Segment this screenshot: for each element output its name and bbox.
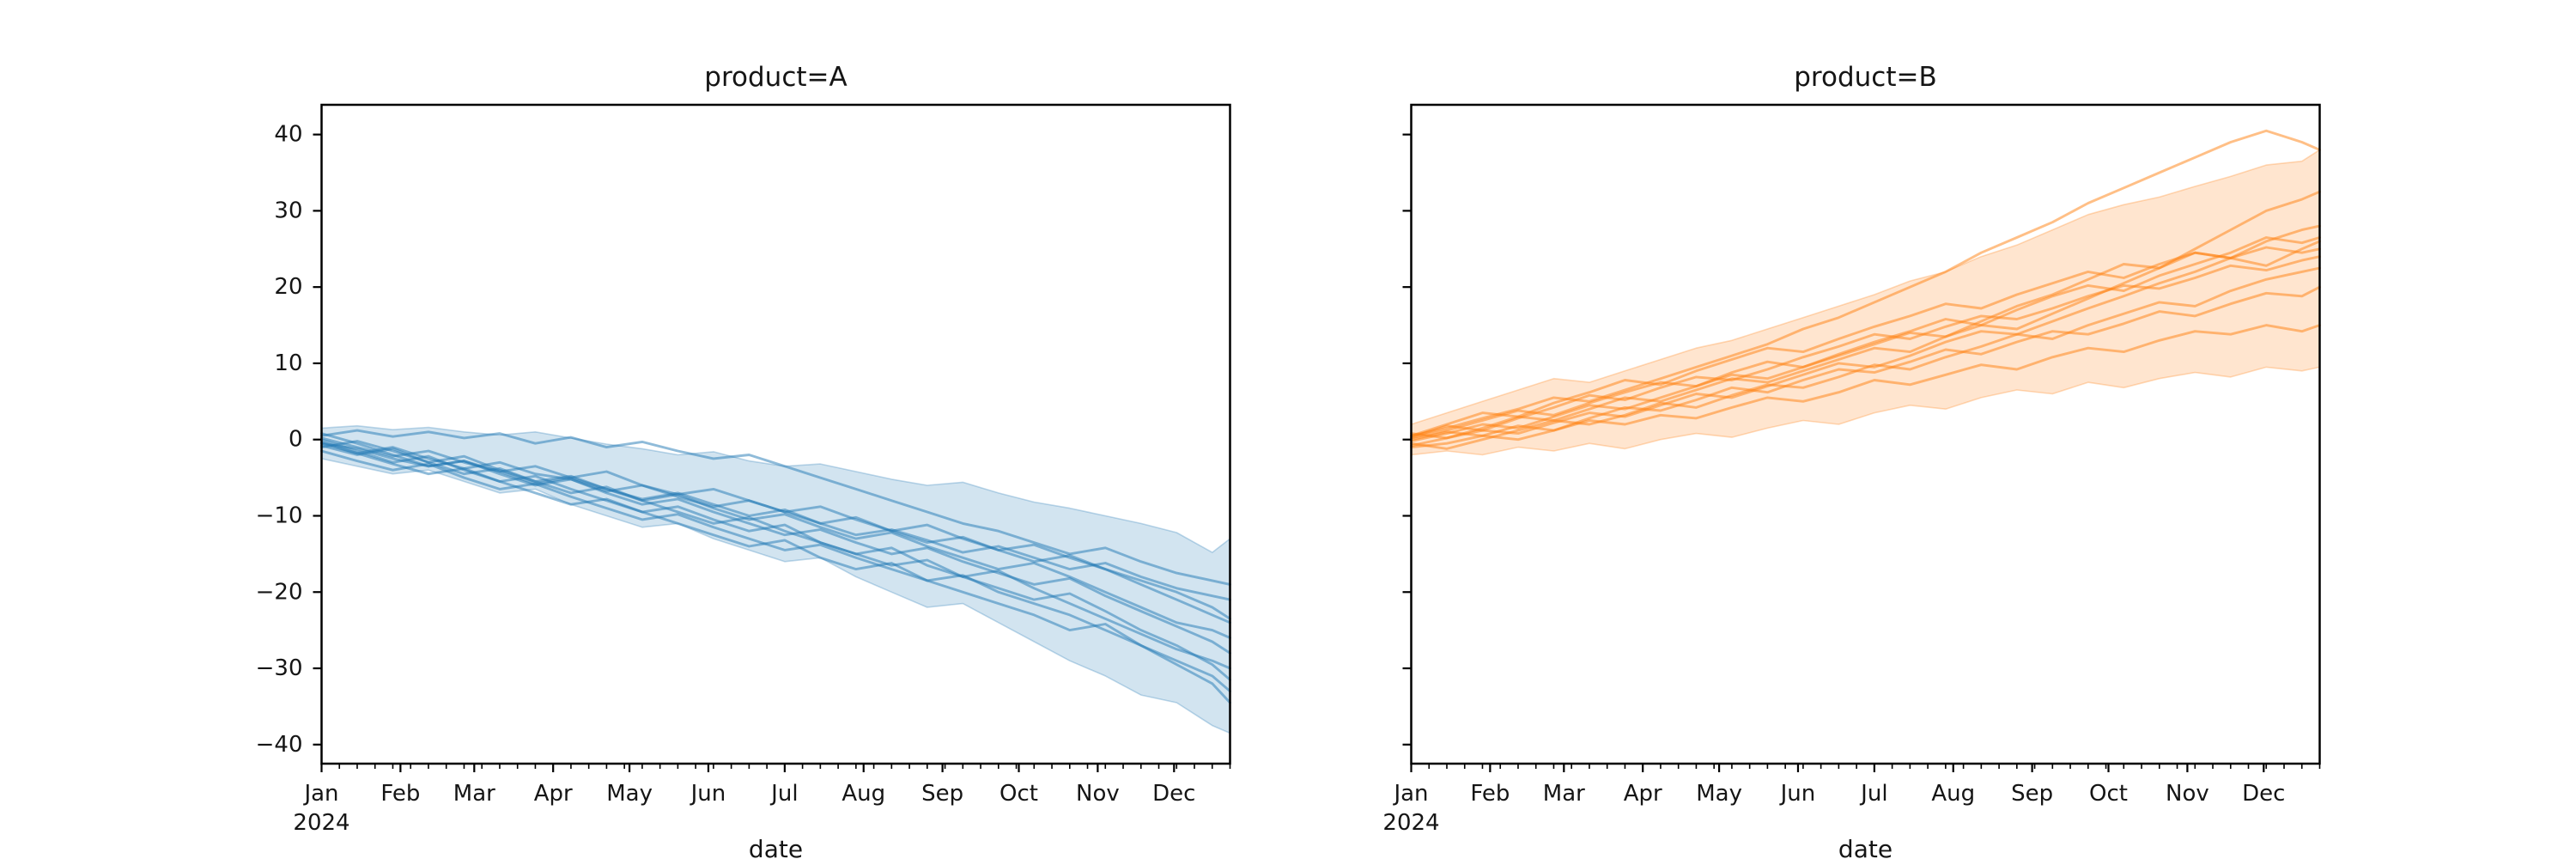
y-tick-label: 20: [274, 274, 302, 300]
y-tick-label: 0: [289, 427, 303, 453]
x-tick-year-label: 2024: [1382, 810, 1439, 836]
x-tick-label: Mar: [453, 781, 495, 807]
y-tick-label: 30: [274, 198, 302, 223]
x-tick-label: Apr: [534, 781, 573, 807]
x-tick-label: Nov: [2166, 781, 2209, 807]
x-tick-label: Jul: [769, 781, 798, 807]
x-tick-label: May: [1696, 781, 1742, 807]
series-line-5: [320, 440, 1231, 639]
y-tick-label: −30: [256, 655, 303, 681]
x-tick-label: Mar: [1543, 781, 1585, 807]
y-tick-label: −10: [256, 503, 303, 528]
series-line-5: [1410, 240, 2321, 448]
x-tick-label: Jul: [1859, 781, 1887, 807]
series-line-6: [320, 432, 1231, 655]
x-tick-label: Dec: [2242, 781, 2285, 807]
series-line-4: [1410, 236, 2321, 440]
x-tick-label: Jun: [1779, 781, 1816, 807]
x-tick-label: Feb: [1470, 781, 1510, 807]
series-line-9: [1410, 324, 2321, 449]
series-line-6: [1410, 246, 2321, 437]
x-tick-label: Aug: [1931, 781, 1975, 807]
x-tick-label: Nov: [1076, 781, 1120, 807]
y-tick-label: 10: [274, 350, 302, 376]
series-line-10: [1410, 255, 2321, 439]
panel-title: product=B: [1794, 62, 1936, 93]
x-tick-label: Jun: [690, 781, 726, 807]
x-tick-label: Feb: [380, 781, 420, 807]
x-tick-label: Jan: [1392, 781, 1428, 807]
x-tick-label: Dec: [1152, 781, 1195, 807]
series-line-1: [320, 429, 1231, 586]
x-tick-label: Sep: [921, 781, 963, 807]
panel-product-b: Jan 2024 Feb Mar Apr May Jun Jul Aug Sep Oct Nov Dec…: [1382, 62, 2321, 859]
x-tick-label: Apr: [1624, 781, 1662, 807]
x-tick-year-label: 2024: [293, 810, 349, 836]
x-tick-label: Oct: [2089, 781, 2128, 807]
y-tick-label: −20: [256, 579, 303, 605]
x-axis-label: date: [749, 835, 803, 859]
x-tick-label: Aug: [841, 781, 885, 807]
y-tick-label: −40: [256, 732, 303, 758]
x-tick-label: May: [606, 781, 653, 807]
x-tick-label: Jan: [302, 781, 338, 807]
plot-spines: [1410, 103, 2321, 765]
y-tick-label: 40: [274, 122, 302, 148]
x-tick-label: Oct: [999, 781, 1038, 807]
plot-spines: [320, 103, 1231, 765]
panel-product-a: 40 30 20 10 0 −10 −20 −30 −40 Jan 2024 Feb Mar Apr May…: [256, 62, 1231, 859]
x-tick-label: Sep: [2011, 781, 2053, 807]
x-axis-label: date: [1838, 835, 1893, 859]
series-line-7: [1410, 266, 2321, 450]
panel-title: product=A: [704, 62, 847, 93]
series-line-10: [320, 440, 1231, 704]
